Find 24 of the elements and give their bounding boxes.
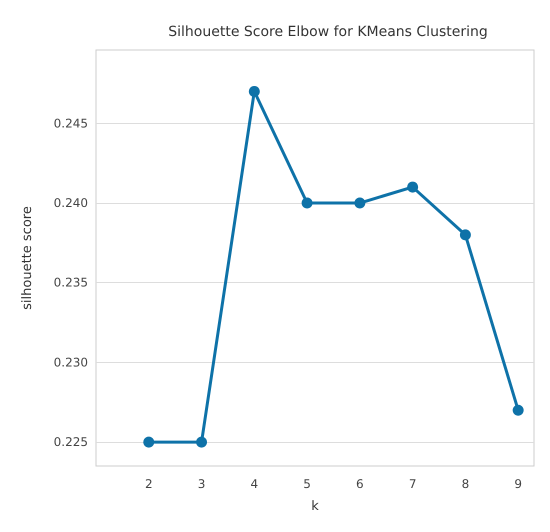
point — [407, 182, 418, 193]
x-tick-label: 3 — [198, 477, 206, 491]
point — [512, 404, 524, 416]
x-tick-label: 8 — [462, 477, 470, 491]
y-tick-label: 0.225 — [54, 435, 88, 450]
x-tick-label: 5 — [303, 477, 311, 491]
x-tick-label: 2 — [144, 477, 153, 491]
point — [196, 436, 208, 448]
point — [302, 198, 313, 209]
y-tick-label: 0.235 — [54, 276, 88, 290]
x-tick-label: 7 — [408, 477, 416, 491]
chart-title: Silhouette Score Elbow for KMeans Clustering — [168, 24, 488, 40]
x-tick-label: 9 — [514, 477, 522, 491]
point — [143, 436, 154, 448]
point — [460, 229, 471, 240]
y-axis-title: silhouette score — [20, 206, 35, 310]
y-tick-label: 0.240 — [54, 196, 88, 210]
point — [354, 198, 366, 209]
y-tick-label: 0.230 — [54, 355, 88, 370]
x-tick-label: 4 — [250, 477, 258, 491]
y-tick-label: 0.245 — [54, 116, 88, 130]
x-axis-title: k — [311, 499, 320, 514]
point — [248, 86, 260, 97]
x-tick-label: 6 — [356, 477, 364, 491]
